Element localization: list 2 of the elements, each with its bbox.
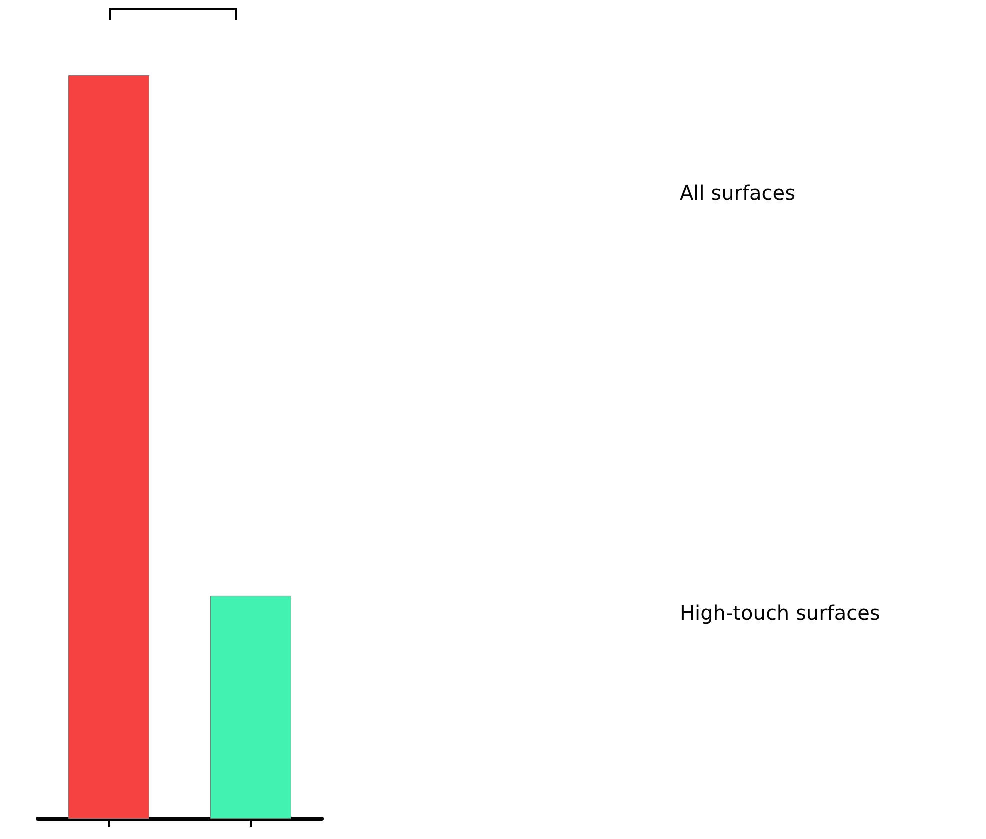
text: High-touch surfaces xyxy=(680,601,880,625)
text: All surfaces xyxy=(680,181,796,205)
